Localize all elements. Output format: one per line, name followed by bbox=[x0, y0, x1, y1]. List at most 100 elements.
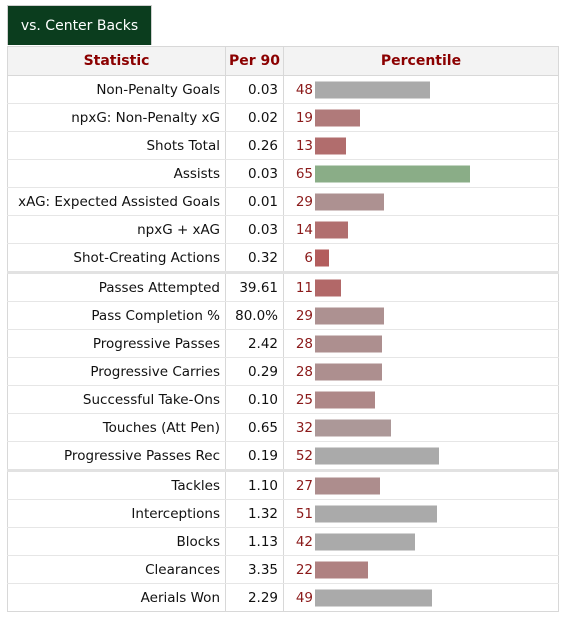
header-percentile[interactable]: Percentile bbox=[283, 46, 559, 76]
percentile-cell: 51 bbox=[283, 499, 559, 528]
stat-name: xAG: Expected Assisted Goals bbox=[7, 187, 226, 216]
per90-value: 0.02 bbox=[225, 103, 284, 132]
stat-name: Shots Total bbox=[7, 131, 226, 160]
percentile-label: 29 bbox=[295, 193, 313, 210]
stat-name: Clearances bbox=[7, 555, 226, 584]
per90-value: 2.29 bbox=[225, 583, 284, 612]
stat-name: Blocks bbox=[7, 527, 226, 556]
per90-value: 1.13 bbox=[225, 527, 284, 556]
percentile-cell: 11 bbox=[283, 271, 559, 302]
percentile-cell: 28 bbox=[283, 357, 559, 386]
tab-vs-center-backs[interactable]: vs. Center Backs bbox=[7, 5, 152, 45]
table-row: npxG: Non-Penalty xG 0.02 19 bbox=[7, 103, 559, 132]
table-row: Aerials Won 2.29 49 bbox=[7, 583, 559, 612]
stat-name: Aerials Won bbox=[7, 583, 226, 612]
percentile-cell: 14 bbox=[283, 215, 559, 244]
header-row: Statistic Per 90 Percentile bbox=[7, 46, 559, 76]
per90-value: 3.35 bbox=[225, 555, 284, 584]
percentile-label: 65 bbox=[295, 165, 313, 182]
percentile-label: 11 bbox=[295, 279, 313, 296]
percentile-cell: 52 bbox=[283, 441, 559, 471]
per90-value: 0.01 bbox=[225, 187, 284, 216]
percentile-cell: 13 bbox=[283, 131, 559, 160]
table-row: Pass Completion % 80.0% 29 bbox=[7, 301, 559, 330]
stat-name: Touches (Att Pen) bbox=[7, 413, 226, 442]
table-row: Progressive Passes Rec 0.19 52 bbox=[7, 441, 559, 471]
percentile-cell: 27 bbox=[283, 469, 559, 500]
percentile-cell: 6 bbox=[283, 243, 559, 273]
percentile-bar bbox=[315, 279, 341, 296]
table-row: Shot-Creating Actions 0.32 6 bbox=[7, 243, 559, 273]
percentile-bar bbox=[315, 505, 437, 522]
table-row: Blocks 1.13 42 bbox=[7, 527, 559, 556]
table-row: Shots Total 0.26 13 bbox=[7, 131, 559, 160]
percentile-label: 28 bbox=[295, 363, 313, 380]
header-statistic[interactable]: Statistic bbox=[7, 46, 226, 76]
percentile-label: 27 bbox=[295, 477, 313, 494]
table-row: Clearances 3.35 22 bbox=[7, 555, 559, 584]
percentile-bar bbox=[315, 193, 384, 210]
per90-value: 0.03 bbox=[225, 75, 284, 104]
stat-name: Assists bbox=[7, 159, 226, 188]
percentile-cell: 32 bbox=[283, 413, 559, 442]
percentile-bar bbox=[315, 81, 430, 98]
per90-value: 0.32 bbox=[225, 243, 284, 273]
stat-name: Successful Take-Ons bbox=[7, 385, 226, 414]
percentile-label: 25 bbox=[295, 391, 313, 408]
percentile-label: 48 bbox=[295, 81, 313, 98]
table-row: Assists 0.03 65 bbox=[7, 159, 559, 188]
header-per90[interactable]: Per 90 bbox=[225, 46, 284, 76]
percentile-bar bbox=[315, 335, 382, 352]
stat-name: Progressive Passes bbox=[7, 329, 226, 358]
percentile-label: 28 bbox=[295, 335, 313, 352]
per90-value: 39.61 bbox=[225, 271, 284, 302]
table-row: Touches (Att Pen) 0.65 32 bbox=[7, 413, 559, 442]
percentile-cell: 49 bbox=[283, 583, 559, 612]
percentile-label: 49 bbox=[295, 589, 313, 606]
percentile-label: 52 bbox=[295, 447, 313, 464]
per90-value: 2.42 bbox=[225, 329, 284, 358]
percentile-label: 32 bbox=[295, 419, 313, 436]
table-body: Non-Penalty Goals 0.03 48 npxG: Non-Penalty… bbox=[7, 75, 559, 612]
percentile-label: 42 bbox=[295, 533, 313, 550]
percentile-bar bbox=[315, 561, 368, 578]
percentile-bar bbox=[315, 419, 391, 436]
percentile-bar bbox=[315, 249, 329, 266]
percentile-cell: 48 bbox=[283, 75, 559, 104]
percentile-bar bbox=[315, 363, 382, 380]
table-row: Tackles 1.10 27 bbox=[7, 469, 559, 500]
percentile-label: 51 bbox=[295, 505, 313, 522]
percentile-bar bbox=[315, 447, 439, 464]
stat-name: Non-Penalty Goals bbox=[7, 75, 226, 104]
percentile-table: Statistic Per 90 Percentile Non-Penalty … bbox=[7, 46, 559, 612]
per90-value: 0.65 bbox=[225, 413, 284, 442]
percentile-bar bbox=[315, 137, 346, 154]
per90-value: 0.10 bbox=[225, 385, 284, 414]
percentile-label: 19 bbox=[295, 109, 313, 126]
percentile-bar bbox=[315, 589, 432, 606]
percentile-bar bbox=[315, 533, 415, 550]
table-row: Successful Take-Ons 0.10 25 bbox=[7, 385, 559, 414]
percentile-bar bbox=[315, 165, 470, 182]
percentile-label: 29 bbox=[295, 307, 313, 324]
percentile-bar bbox=[315, 307, 384, 324]
stat-name: npxG + xAG bbox=[7, 215, 226, 244]
percentile-bar bbox=[315, 391, 375, 408]
table-row: Passes Attempted 39.61 11 bbox=[7, 271, 559, 302]
percentile-label: 13 bbox=[295, 137, 313, 154]
percentile-label: 6 bbox=[304, 249, 313, 266]
percentile-cell: 65 bbox=[283, 159, 559, 188]
stat-name: npxG: Non-Penalty xG bbox=[7, 103, 226, 132]
per90-value: 0.26 bbox=[225, 131, 284, 160]
per90-value: 1.10 bbox=[225, 469, 284, 500]
stat-name: Pass Completion % bbox=[7, 301, 226, 330]
percentile-label: 22 bbox=[295, 561, 313, 578]
percentile-bar bbox=[315, 109, 360, 126]
stat-name: Progressive Passes Rec bbox=[7, 441, 226, 471]
percentile-bar bbox=[315, 477, 380, 494]
percentile-cell: 19 bbox=[283, 103, 559, 132]
stat-name: Passes Attempted bbox=[7, 271, 226, 302]
stat-name: Progressive Carries bbox=[7, 357, 226, 386]
stat-name: Shot-Creating Actions bbox=[7, 243, 226, 273]
table-row: xAG: Expected Assisted Goals 0.01 29 bbox=[7, 187, 559, 216]
